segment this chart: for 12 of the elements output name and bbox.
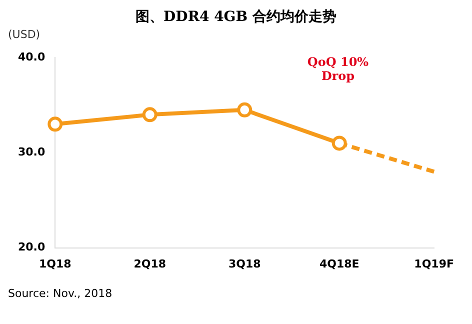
x-tick-label: 1Q18 bbox=[38, 257, 72, 270]
y-tick-label: 20.0 bbox=[18, 240, 46, 254]
chart-title: 图、DDR4 4GB 合约均价走势 bbox=[134, 8, 338, 26]
y-tick-label: 30.0 bbox=[18, 146, 46, 159]
y-axis-title: (USD) bbox=[8, 28, 42, 41]
x-tick-label: 3Q18 bbox=[228, 257, 261, 270]
annotation: QoQ 10% Drop bbox=[306, 55, 370, 83]
x-tick-label: 4Q18E bbox=[319, 257, 360, 270]
source-note: Source: Nov., 2018 bbox=[8, 287, 114, 300]
y-tick-label: 40.0 bbox=[18, 50, 46, 64]
x-tick-label: 2Q18 bbox=[134, 257, 166, 270]
x-tick-label: 1Q19F bbox=[414, 257, 454, 270]
